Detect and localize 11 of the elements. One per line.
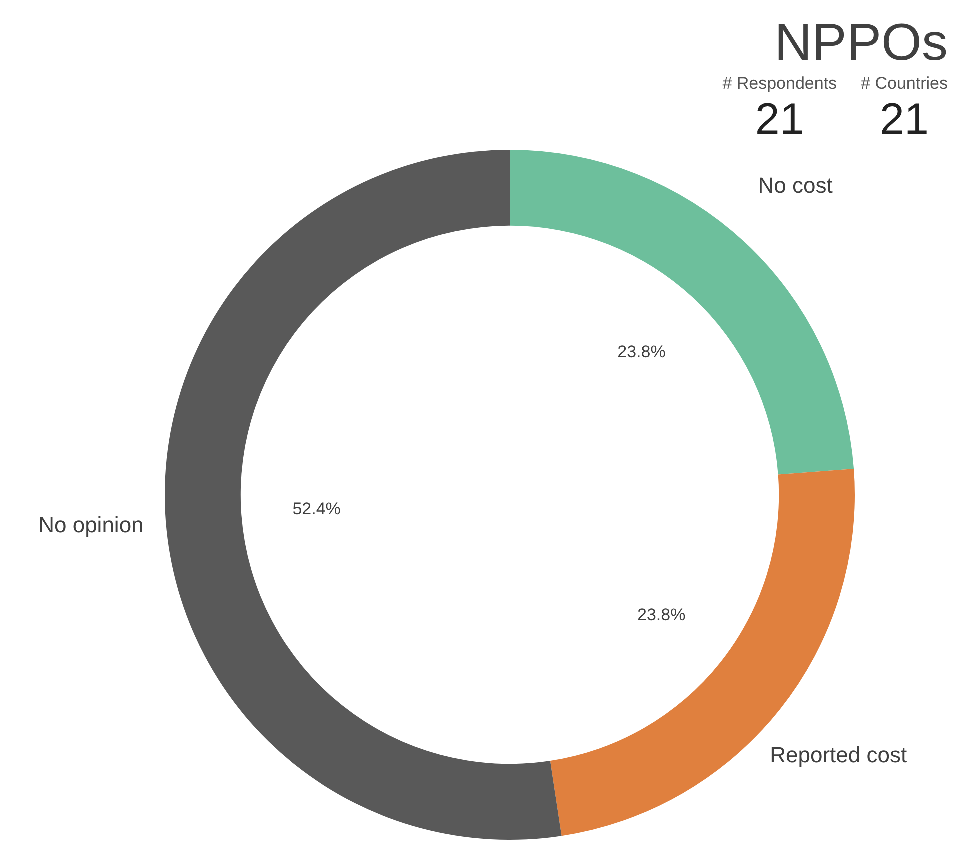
data-label: 23.8% [618,342,666,362]
text: # Countries [861,74,948,94]
slice-label: No opinion [38,512,144,538]
text: 21 [879,94,930,146]
chart-title: NPPOs [774,13,948,74]
slice-label: No cost [758,173,833,198]
data-label: 23.8% [637,605,686,624]
data-label: 52.4% [292,499,341,518]
text: 21 [754,94,806,146]
slice-label: Reported cost [770,742,908,768]
text: # Respondents [722,74,838,94]
